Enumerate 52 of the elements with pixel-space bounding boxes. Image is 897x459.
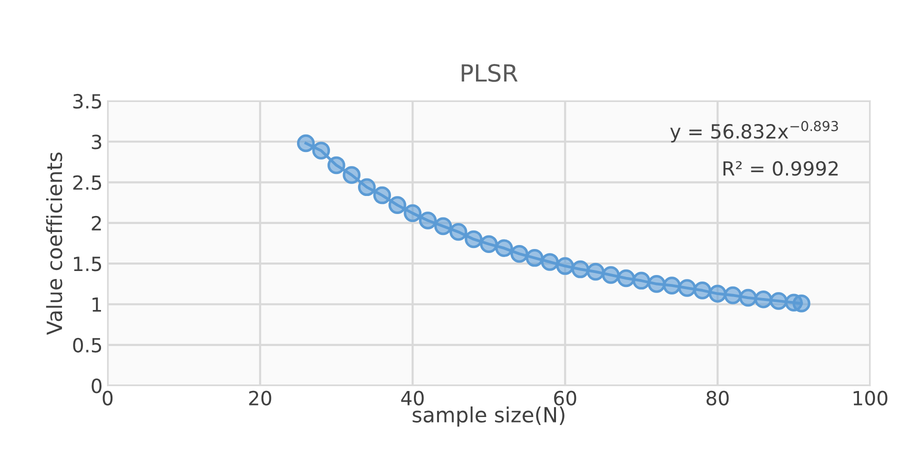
point [418, 212, 437, 230]
point [526, 249, 544, 267]
point [739, 288, 757, 307]
point [495, 239, 514, 258]
point [724, 286, 742, 304]
point [388, 196, 406, 214]
point [632, 272, 650, 290]
point [770, 292, 788, 310]
y-tick-label: 0 [92, 378, 102, 394]
point [602, 266, 620, 284]
point [662, 276, 681, 294]
point [648, 275, 666, 293]
y-tick-label: 3 [92, 134, 102, 150]
point [792, 294, 810, 312]
y-tick-label: 3.5 [73, 94, 102, 109]
y-tick-label: 1.5 [74, 256, 102, 272]
chart-title: PLSR [462, 64, 518, 82]
point [708, 284, 726, 303]
y-tick-label: 2.5 [73, 175, 102, 190]
x-tick-label: 60 [554, 390, 576, 406]
point [540, 253, 559, 271]
point [342, 166, 361, 184]
point [678, 279, 696, 297]
point [510, 244, 528, 263]
x-tick-label: 80 [706, 390, 729, 406]
point [404, 204, 422, 222]
point [617, 269, 635, 288]
point [480, 235, 498, 253]
point [312, 142, 330, 160]
point [693, 282, 712, 300]
x-tick-label: 100 [854, 390, 888, 406]
point [586, 262, 604, 281]
point [754, 290, 772, 308]
annotation: y = 56.832x$^{−0.893}$ [670, 120, 838, 142]
y-tick-label: 2 [92, 216, 101, 230]
y-axis-title: Value coefficients [46, 152, 62, 335]
point [327, 156, 346, 174]
point [556, 257, 574, 275]
point [571, 260, 590, 278]
x-tick-label: 20 [249, 390, 272, 406]
x-tick-label: 0 [102, 390, 113, 406]
point [434, 217, 452, 236]
x-tick-label: 40 [401, 390, 424, 406]
point [296, 134, 315, 152]
point [449, 222, 468, 241]
annotation: R² = 0.9992 [724, 161, 838, 176]
point [464, 230, 483, 248]
y-tick-label: 1 [92, 297, 101, 312]
point [358, 178, 376, 196]
x-axis-title: sample size(N) [412, 406, 564, 427]
point [373, 186, 392, 204]
y-tick-label: 0.5 [73, 338, 102, 353]
